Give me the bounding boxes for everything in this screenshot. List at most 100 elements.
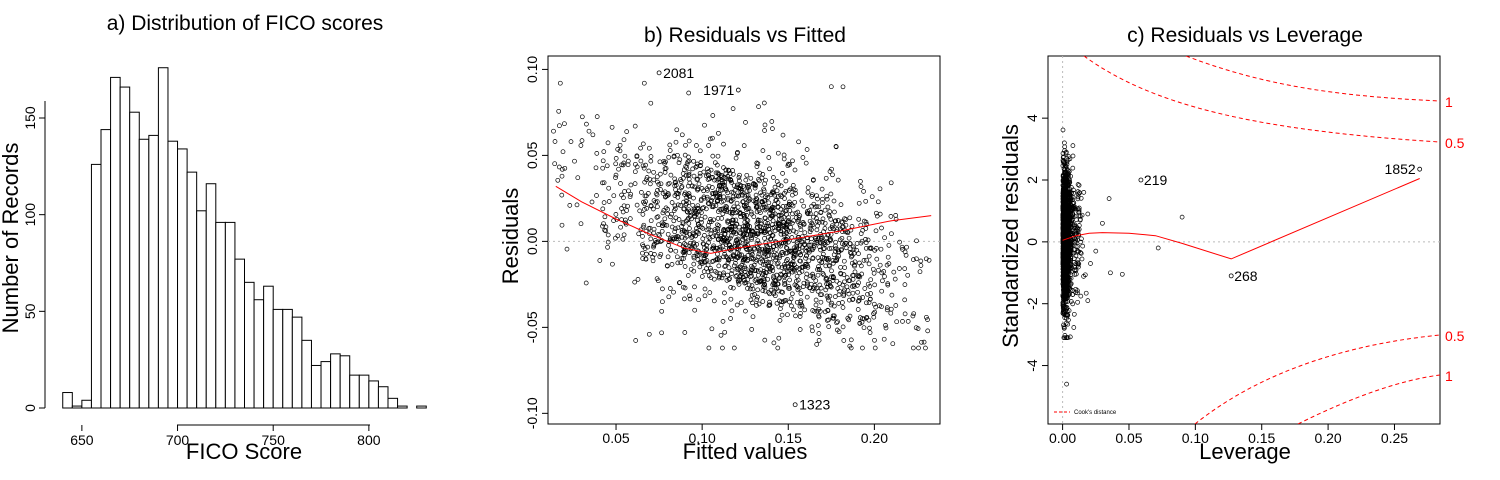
residual-point: [796, 215, 802, 220]
residual-point: [745, 222, 751, 228]
residual-point: [857, 320, 863, 326]
residual-point: [696, 208, 702, 214]
residual-point: [726, 265, 732, 271]
residual-point: [746, 183, 752, 188]
residual-point: [627, 216, 633, 221]
residual-point: [734, 221, 740, 227]
residual-point: [722, 300, 727, 305]
residual-point: [688, 240, 693, 246]
residual-point: [726, 168, 732, 174]
residual-point: [795, 287, 801, 293]
residual-point: [748, 228, 754, 234]
residual-point: [822, 220, 828, 226]
residual-point: [783, 178, 789, 184]
residual-point: [720, 319, 726, 324]
residual-point: [742, 280, 748, 286]
residual-point: [650, 258, 656, 264]
residual-point: [840, 282, 846, 288]
residual-point: [695, 187, 700, 193]
residual-point: [725, 255, 730, 261]
residual-point: [617, 142, 623, 148]
residuals-fitted-y-tick-label: 0.10: [524, 56, 540, 83]
leverage-point: [1064, 381, 1069, 387]
residual-point: [777, 275, 783, 281]
residual-point: [865, 291, 870, 297]
residual-point: [835, 177, 841, 183]
residual-point: [833, 243, 838, 249]
residual-point: [778, 302, 784, 308]
leverage-point: [1061, 190, 1066, 196]
residual-point: [770, 268, 776, 273]
residual-point: [842, 265, 848, 270]
leverage-point: [1070, 204, 1076, 210]
residual-point: [737, 264, 743, 270]
residuals-fitted-frame: [547, 55, 941, 425]
residual-point: [613, 161, 619, 167]
residual-point: [781, 299, 786, 305]
residual-point: [740, 232, 746, 237]
residual-point: [749, 263, 754, 269]
residual-point: [810, 256, 816, 262]
residual-point: [646, 145, 652, 151]
leverage-point: [1093, 248, 1099, 254]
residual-point: [733, 274, 739, 279]
residual-point: [694, 177, 700, 182]
leverage-point: [1070, 301, 1076, 307]
residual-point: [851, 282, 857, 288]
residual-point: [725, 219, 731, 225]
residual-point: [855, 307, 861, 312]
histogram-bar: [339, 355, 351, 409]
leverage-point: [1064, 316, 1069, 321]
residual-point: [816, 306, 822, 312]
residual-point: [855, 289, 860, 295]
residual-point: [822, 207, 828, 213]
leverage-point: [1061, 307, 1067, 313]
residual-point: [685, 273, 691, 278]
residual-point: [648, 218, 654, 224]
residual-point: [632, 123, 638, 129]
residual-point: [807, 211, 813, 216]
residual-point: [771, 175, 776, 180]
residual-point: [848, 254, 854, 260]
residual-point: [716, 223, 722, 229]
histogram-bar: [358, 374, 370, 409]
residual-point: [840, 300, 845, 305]
residual-point: [619, 192, 624, 198]
residual-point: [675, 236, 681, 242]
residual-point: [682, 190, 688, 196]
residual-point: [860, 345, 865, 351]
residual-point: [775, 345, 781, 351]
histogram-bar: [368, 380, 379, 409]
residual-point: [701, 255, 707, 261]
residual-point: [751, 214, 757, 220]
residual-point: [910, 345, 916, 351]
residual-point: [690, 241, 696, 247]
histogram-bar: [186, 171, 198, 409]
residual-point: [665, 181, 671, 187]
residual-point: [795, 284, 800, 290]
residual-point: [792, 199, 798, 205]
residual-point: [654, 215, 660, 220]
leverage-point: [1065, 183, 1070, 188]
leverage-point: [1155, 245, 1161, 251]
residual-point: [918, 258, 924, 264]
leverage-point: [1071, 200, 1077, 206]
residual-point: [820, 200, 825, 205]
leverage-point: [1068, 299, 1074, 304]
residual-point: [743, 308, 748, 314]
residual-point: [805, 264, 811, 270]
residual-point: [654, 174, 660, 180]
residual-point: [634, 202, 640, 208]
residual-point: [771, 253, 777, 258]
residual-point: [682, 264, 688, 269]
residual-point: [866, 317, 872, 323]
residual-point: [755, 254, 761, 260]
residual-point: [858, 179, 863, 184]
residual-point: [765, 234, 771, 240]
residual-point: [680, 171, 686, 176]
leverage-point: [1060, 252, 1066, 257]
residuals-fitted-title: b) Residuals vs Fitted: [644, 24, 846, 47]
residual-point: [638, 145, 643, 151]
residual-point: [624, 208, 629, 213]
residual-point: [701, 205, 707, 210]
